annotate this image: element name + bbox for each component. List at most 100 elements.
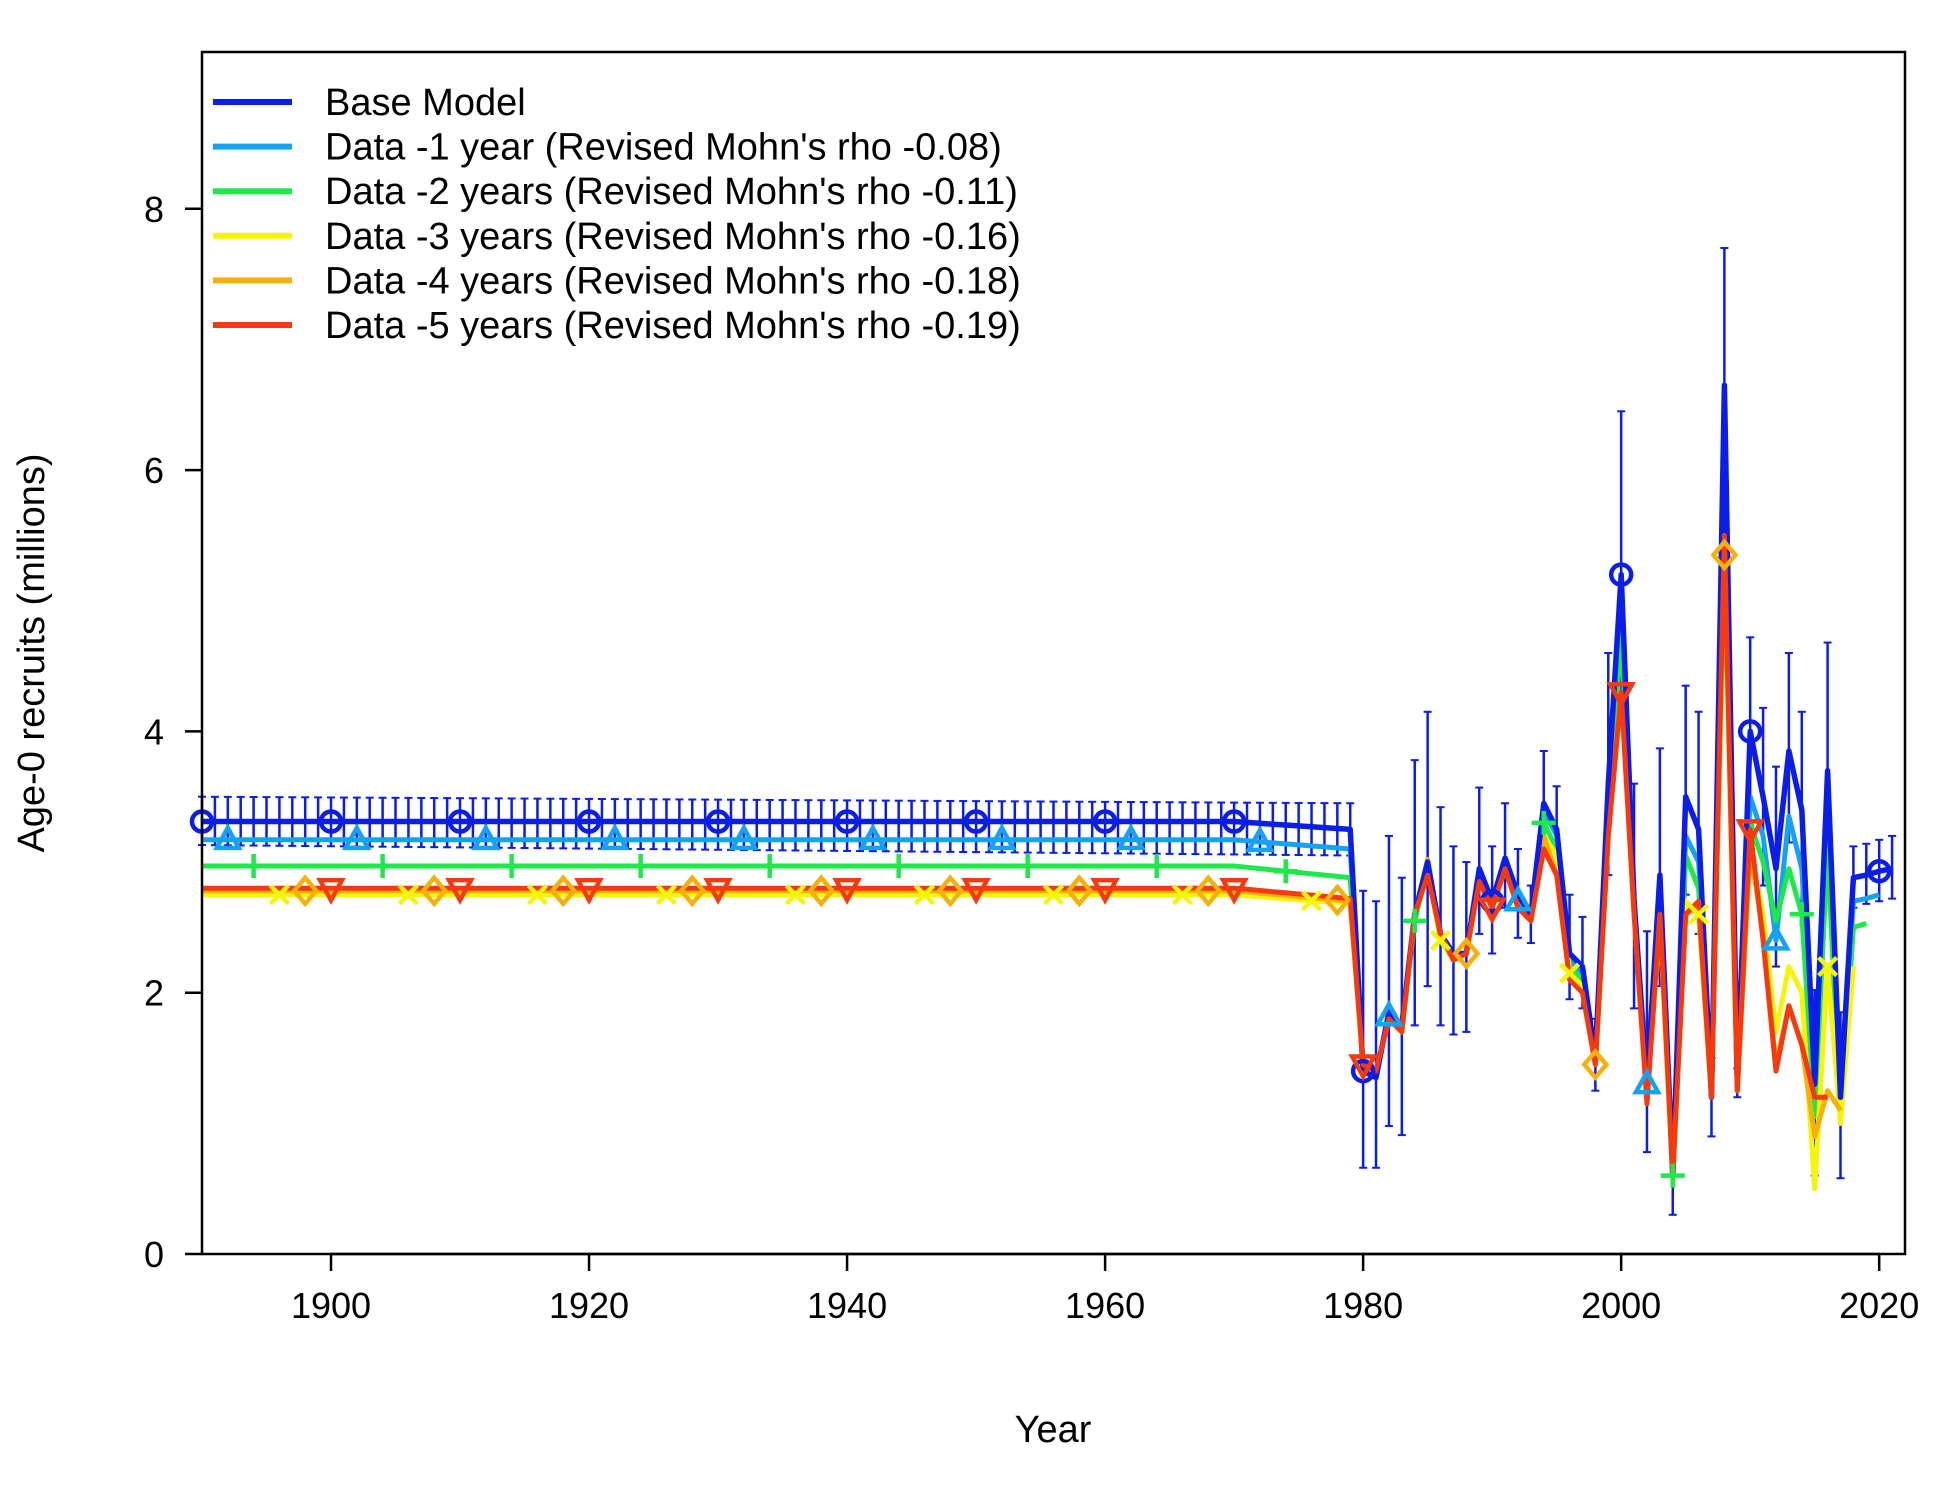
data-point-x bbox=[655, 884, 678, 906]
data-point-plus bbox=[1273, 859, 1298, 884]
y-tick-label: 8 bbox=[144, 189, 164, 230]
data-point-triangle-down bbox=[1606, 681, 1636, 709]
x-axis: 1900 1920 1940 1960 1980 2000 2020 bbox=[291, 1252, 1919, 1326]
x-tick-label: 1900 bbox=[291, 1285, 371, 1326]
y-tick-label: 4 bbox=[144, 711, 164, 752]
data-point-circle bbox=[963, 809, 989, 834]
data-point-triangle-down bbox=[1219, 877, 1249, 905]
data-point-diamond bbox=[1452, 937, 1481, 970]
data-point-diamond bbox=[1065, 874, 1094, 908]
data-point-triangle bbox=[342, 823, 372, 851]
data-point-triangle-down bbox=[832, 877, 862, 905]
data-point-x bbox=[1816, 955, 1839, 978]
data-point-diamond bbox=[549, 874, 578, 908]
legend-label: Data -3 years (Revised Mohn's rho -0.16) bbox=[325, 216, 1021, 258]
y-tick-label: 0 bbox=[144, 1234, 164, 1275]
legend-label: Data -4 years (Revised Mohn's rho -0.18) bbox=[325, 260, 1021, 302]
data-point-triangle-down bbox=[316, 877, 346, 905]
data-point-plus bbox=[1531, 810, 1556, 835]
y-axis-label: Age-0 recruits (millions) bbox=[11, 453, 53, 852]
data-point-diamond bbox=[1323, 883, 1352, 917]
x-tick-label: 1920 bbox=[549, 1285, 629, 1326]
data-point-diamond bbox=[807, 874, 836, 908]
legend-label: Data -1 year (Revised Mohn's rho -0.08) bbox=[325, 127, 1002, 169]
series-lines-layer bbox=[202, 382, 1893, 1192]
data-point-plus bbox=[757, 853, 782, 878]
legend-label: Data -5 years (Revised Mohn's rho -0.19) bbox=[325, 305, 1021, 347]
data-point-circle bbox=[447, 809, 473, 834]
data-point-plus bbox=[1660, 1163, 1685, 1188]
data-point-x bbox=[1558, 962, 1581, 984]
data-point-x bbox=[1429, 929, 1452, 952]
data-point-diamond bbox=[420, 874, 449, 908]
x-tick-label: 2020 bbox=[1839, 1285, 1919, 1326]
data-point-x bbox=[526, 884, 549, 906]
data-point-triangle bbox=[729, 823, 759, 851]
data-point-plus bbox=[370, 853, 395, 878]
data-point-triangle-down bbox=[1090, 877, 1120, 905]
series-markers-layer bbox=[189, 538, 1892, 1188]
data-point-circle bbox=[1866, 858, 1892, 884]
data-point-triangle-down bbox=[1735, 819, 1765, 847]
x-tick-label: 2000 bbox=[1581, 1285, 1661, 1326]
x-tick-label: 1980 bbox=[1323, 1285, 1403, 1326]
data-point-triangle bbox=[212, 823, 243, 851]
data-point-triangle bbox=[987, 823, 1017, 851]
data-point-triangle-down bbox=[961, 877, 991, 905]
data-point-triangle-down bbox=[445, 877, 475, 905]
data-point-circle bbox=[1092, 809, 1118, 834]
data-point-triangle bbox=[1374, 999, 1404, 1027]
data-point-triangle bbox=[1761, 923, 1791, 951]
y-tick-label: 6 bbox=[144, 450, 164, 491]
data-point-plus bbox=[241, 853, 266, 878]
data-point-x bbox=[913, 884, 936, 906]
data-point-triangle bbox=[1245, 825, 1275, 853]
data-point-circle bbox=[834, 809, 860, 834]
data-point-triangle bbox=[1116, 823, 1146, 851]
data-point-x bbox=[1171, 884, 1194, 906]
error-bars-layer bbox=[198, 246, 1897, 1216]
data-point-plus bbox=[886, 853, 911, 878]
data-point-x bbox=[397, 884, 420, 906]
y-tick-label: 2 bbox=[144, 973, 164, 1014]
data-point-triangle-down bbox=[1348, 1054, 1378, 1082]
data-point-triangle-down bbox=[574, 877, 604, 905]
data-point-x bbox=[1300, 890, 1323, 912]
data-point-plus bbox=[1402, 908, 1427, 933]
data-point-diamond bbox=[291, 874, 320, 908]
data-point-circle bbox=[705, 809, 731, 834]
data-point-diamond bbox=[1581, 1048, 1610, 1082]
data-point-plus bbox=[1789, 902, 1814, 927]
data-point-plus bbox=[1144, 853, 1169, 878]
data-point-diamond bbox=[1710, 538, 1739, 572]
data-point-x bbox=[1687, 903, 1710, 925]
y-axis: 0 2 4 6 8 bbox=[144, 189, 202, 1275]
data-point-diamond bbox=[678, 874, 707, 908]
x-axis-label: Year bbox=[1015, 1409, 1092, 1451]
data-point-triangle bbox=[600, 823, 630, 851]
data-point-x bbox=[784, 884, 807, 906]
legend-label: Data -2 years (Revised Mohn's rho -0.11) bbox=[325, 171, 1018, 213]
data-point-diamond bbox=[936, 874, 965, 908]
data-point-plus bbox=[1015, 853, 1040, 878]
data-point-diamond bbox=[1194, 874, 1223, 908]
data-point-plus bbox=[499, 853, 524, 878]
data-point-circle bbox=[1608, 562, 1634, 587]
data-point-x bbox=[268, 884, 290, 906]
x-tick-label: 1960 bbox=[1065, 1285, 1145, 1326]
legend-label: Base Model bbox=[325, 82, 526, 124]
x-tick-label: 1940 bbox=[807, 1285, 887, 1326]
series-line-5 bbox=[202, 532, 1828, 1179]
data-point-plus bbox=[628, 853, 653, 878]
data-point-triangle-down bbox=[703, 877, 733, 905]
series-line-0 bbox=[202, 382, 1893, 1179]
data-point-triangle bbox=[1503, 884, 1533, 912]
data-point-triangle bbox=[471, 823, 501, 851]
data-point-circle bbox=[318, 809, 344, 834]
data-point-triangle bbox=[858, 823, 888, 851]
data-point-x bbox=[1042, 884, 1065, 906]
data-point-triangle bbox=[1632, 1067, 1662, 1095]
